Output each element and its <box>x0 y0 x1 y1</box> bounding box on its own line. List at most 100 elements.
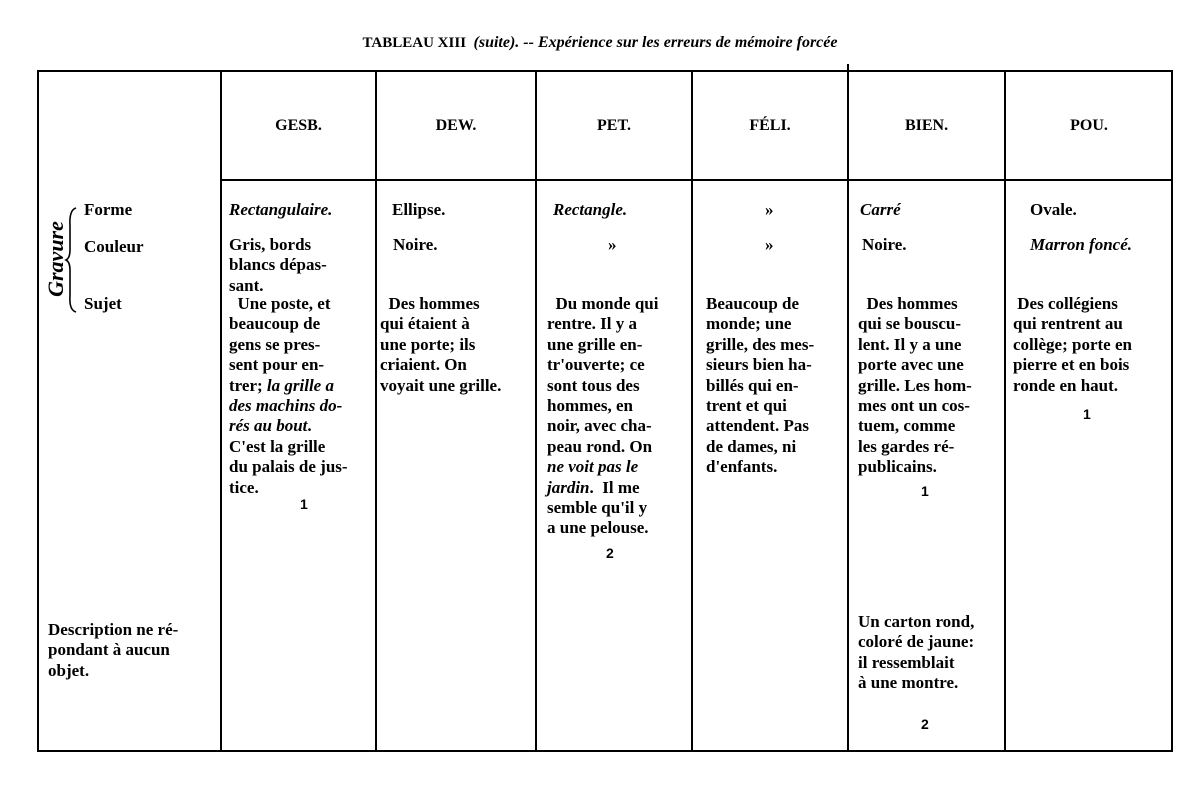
text-segment: une porte; ils <box>380 334 476 354</box>
italic-text: Rectangle. <box>553 200 628 219</box>
text-line: Rectangulaire. <box>229 200 332 220</box>
text-segment: mes ont un cos- <box>858 396 970 416</box>
text-line: gens se pres- <box>229 335 348 355</box>
italic-text: Marron foncé. <box>1030 235 1133 254</box>
brace-icon <box>64 207 77 313</box>
text-line: il ressemblait <box>858 653 974 673</box>
column-divider <box>535 70 537 752</box>
text-segment: qui étaient à <box>380 314 470 334</box>
text-line: Noire. <box>862 235 907 255</box>
text-segment: de dames, ni <box>706 436 797 456</box>
text-segment: blancs dépas- <box>229 255 327 275</box>
text-segment: C'est la grille <box>229 436 326 456</box>
text-segment: hommes, en <box>547 396 633 416</box>
table-caption: (suite). -- Expérience sur les erreurs d… <box>473 34 838 51</box>
text-line: grille. Les hom- <box>858 376 972 396</box>
text-segment: ronde en haut. <box>1013 375 1119 395</box>
text-segment: semble qu'il y <box>547 498 648 518</box>
text-segment: trer; <box>229 375 267 395</box>
text-segment: Des hommes <box>380 294 480 313</box>
text-segment: lent. Il y a une <box>858 334 962 354</box>
text-line: Une poste, et <box>229 294 348 314</box>
cell-forme-pou: Ovale. <box>1030 200 1077 220</box>
cell-sujet-feli: Beaucoup de monde; une grille, des mes-sie… <box>706 294 814 478</box>
text-segment: à une montre. <box>858 673 959 693</box>
row-label-description: Description ne ré-pondant à aucun objet. <box>48 620 178 681</box>
text-line: semble qu'il y <box>547 498 658 518</box>
text-line: » <box>608 235 617 255</box>
cell-couleur-bien: Noire. <box>862 235 907 255</box>
text-segment: coloré de jaune: <box>858 632 975 652</box>
cell-forme-bien: Carré <box>860 200 901 220</box>
text-segment: publicains. <box>858 457 937 477</box>
text-segment: Une poste, et <box>229 294 331 313</box>
text-segment: Beaucoup de <box>706 294 800 313</box>
text-line: Noire. <box>393 235 438 255</box>
text-line: voyait une grille. <box>380 376 501 396</box>
text-line: beaucoup de <box>229 314 348 334</box>
text-line: pierre et en bois <box>1013 355 1132 375</box>
text-segment: . <box>307 416 312 436</box>
text-line: attendent. Pas <box>706 416 814 436</box>
text-segment: Gris, bords <box>229 235 312 254</box>
text-segment: beaucoup de <box>229 314 321 334</box>
text-line: mes ont un cos- <box>858 396 972 416</box>
text-line: billés qui en- <box>706 376 814 396</box>
text-line: hommes, en <box>547 396 658 416</box>
text-line: monde; une <box>706 314 814 334</box>
text-line: à une montre. <box>858 673 974 693</box>
text-line: les gardes ré- <box>858 437 972 457</box>
text-line: blancs dépas- <box>229 255 327 275</box>
text-segment: » <box>765 200 774 219</box>
text-segment: a une pelouse. <box>547 518 649 538</box>
text-segment: il ressemblait <box>858 652 955 672</box>
text-segment: d'enfants. <box>706 457 778 477</box>
cell-couleur-dew: Noire. <box>393 235 438 255</box>
text-line: noir, avec cha- <box>547 416 658 436</box>
cell-forme-gesb: Rectangulaire. <box>229 200 332 220</box>
text-segment: rentre. Il y a <box>547 314 638 334</box>
text-line: du palais de jus- <box>229 457 348 477</box>
text-segment: billés qui en- <box>706 375 799 395</box>
text-line: rentre. Il y a <box>547 314 658 334</box>
note-bien: 1 <box>921 483 929 499</box>
text-segment: Ellipse. <box>392 200 446 219</box>
text-line: qui étaient à <box>380 314 501 334</box>
cell-sujet-pou: Des collégiens qui rentrent au collège; po… <box>1013 294 1132 396</box>
text-line: sont tous des <box>547 376 658 396</box>
text-segment: noir, avec cha- <box>547 416 652 436</box>
row-label-forme: Forme <box>84 200 133 219</box>
text-line: collège; porte en <box>1013 335 1132 355</box>
text-line: Carré <box>860 200 901 220</box>
text-line: C'est la grille <box>229 437 348 457</box>
text-segment: les gardes ré- <box>858 436 955 456</box>
column-header-pou: POU. <box>1070 117 1108 134</box>
header-divider <box>221 179 1173 181</box>
cell-sujet-dew: Des hommes qui étaient à une porte; ils cri… <box>380 294 501 396</box>
text-line: ronde en haut. <box>1013 376 1132 396</box>
cell-couleur-pet: » <box>608 235 617 255</box>
text-line: sent pour en- <box>229 355 348 375</box>
text-line: de dames, ni <box>706 437 814 457</box>
column-header-feli: FÉLI. <box>749 117 791 134</box>
text-line: Des collégiens <box>1013 294 1132 314</box>
text-line: grille, des mes- <box>706 335 814 355</box>
text-segment: . Il me <box>589 477 640 497</box>
text-segment: porte avec une <box>858 355 964 375</box>
italic-text: rés au bout <box>229 416 308 436</box>
italic-text: des machins do- <box>229 396 343 416</box>
text-line: Rectangle. <box>553 200 627 220</box>
text-segment: Noire. <box>862 235 907 254</box>
text-segment: tr'ouverte; ce <box>547 355 645 375</box>
cell-couleur-gesb: Gris, bords blancs dépas-sant. <box>229 235 327 296</box>
table-number: TABLEAU XIII <box>362 35 467 51</box>
text-line: lent. Il y a une <box>858 335 972 355</box>
text-segment: monde; une <box>706 314 792 334</box>
text-segment: trent et qui <box>706 396 787 416</box>
text-line: Des hommes <box>858 294 972 314</box>
italic-text: ne voit pas le <box>547 457 639 477</box>
row-label-sujet: Sujet <box>84 294 122 313</box>
note-pou: 1 <box>1083 406 1091 422</box>
cell-description-bien: Un carton rond, coloré de jaune: il ressem… <box>858 612 974 694</box>
text-line: peau rond. On <box>547 437 658 457</box>
